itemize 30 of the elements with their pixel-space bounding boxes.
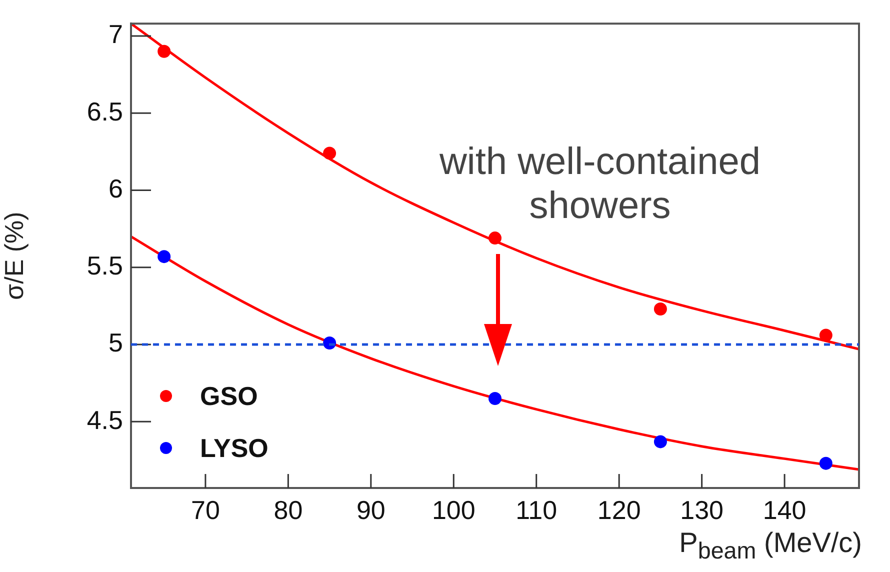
y-axis-title: σ/E (%) <box>0 212 29 300</box>
x-tick-label: 130 <box>680 494 724 525</box>
y-tick-label: 6 <box>108 173 123 204</box>
annotation: with well-contained showers <box>438 140 762 228</box>
point <box>654 302 667 316</box>
y-tick-label: 4.5 <box>86 404 123 435</box>
x-tick-label: 80 <box>274 494 303 525</box>
y-tick-label: 5 <box>108 328 123 358</box>
x-tick-label: 100 <box>432 494 476 525</box>
x-tick-label: 110 <box>516 494 558 525</box>
x-tick-label: 120 <box>597 494 641 525</box>
line-series <box>131 24 859 350</box>
x-tick-label: 90 <box>356 494 386 525</box>
legend-label: GSO <box>200 380 258 412</box>
point <box>488 232 502 245</box>
x-tick-label: 70 <box>190 494 220 525</box>
point <box>323 146 336 160</box>
y-tick-label: 7 <box>108 19 123 50</box>
x-tick-label: 140 <box>762 494 806 525</box>
point <box>158 250 171 264</box>
y-tick-label: 6.5 <box>86 96 123 126</box>
point <box>819 456 832 470</box>
point <box>158 44 171 58</box>
legend-label: LYSO <box>200 432 268 464</box>
point <box>654 435 667 448</box>
point <box>819 328 832 342</box>
x-axis-title: P$_{beam}$ (MeV/c) <box>679 527 862 565</box>
point <box>488 392 502 406</box>
y-tick-label: 5.5 <box>86 250 123 281</box>
line-series <box>131 235 859 471</box>
